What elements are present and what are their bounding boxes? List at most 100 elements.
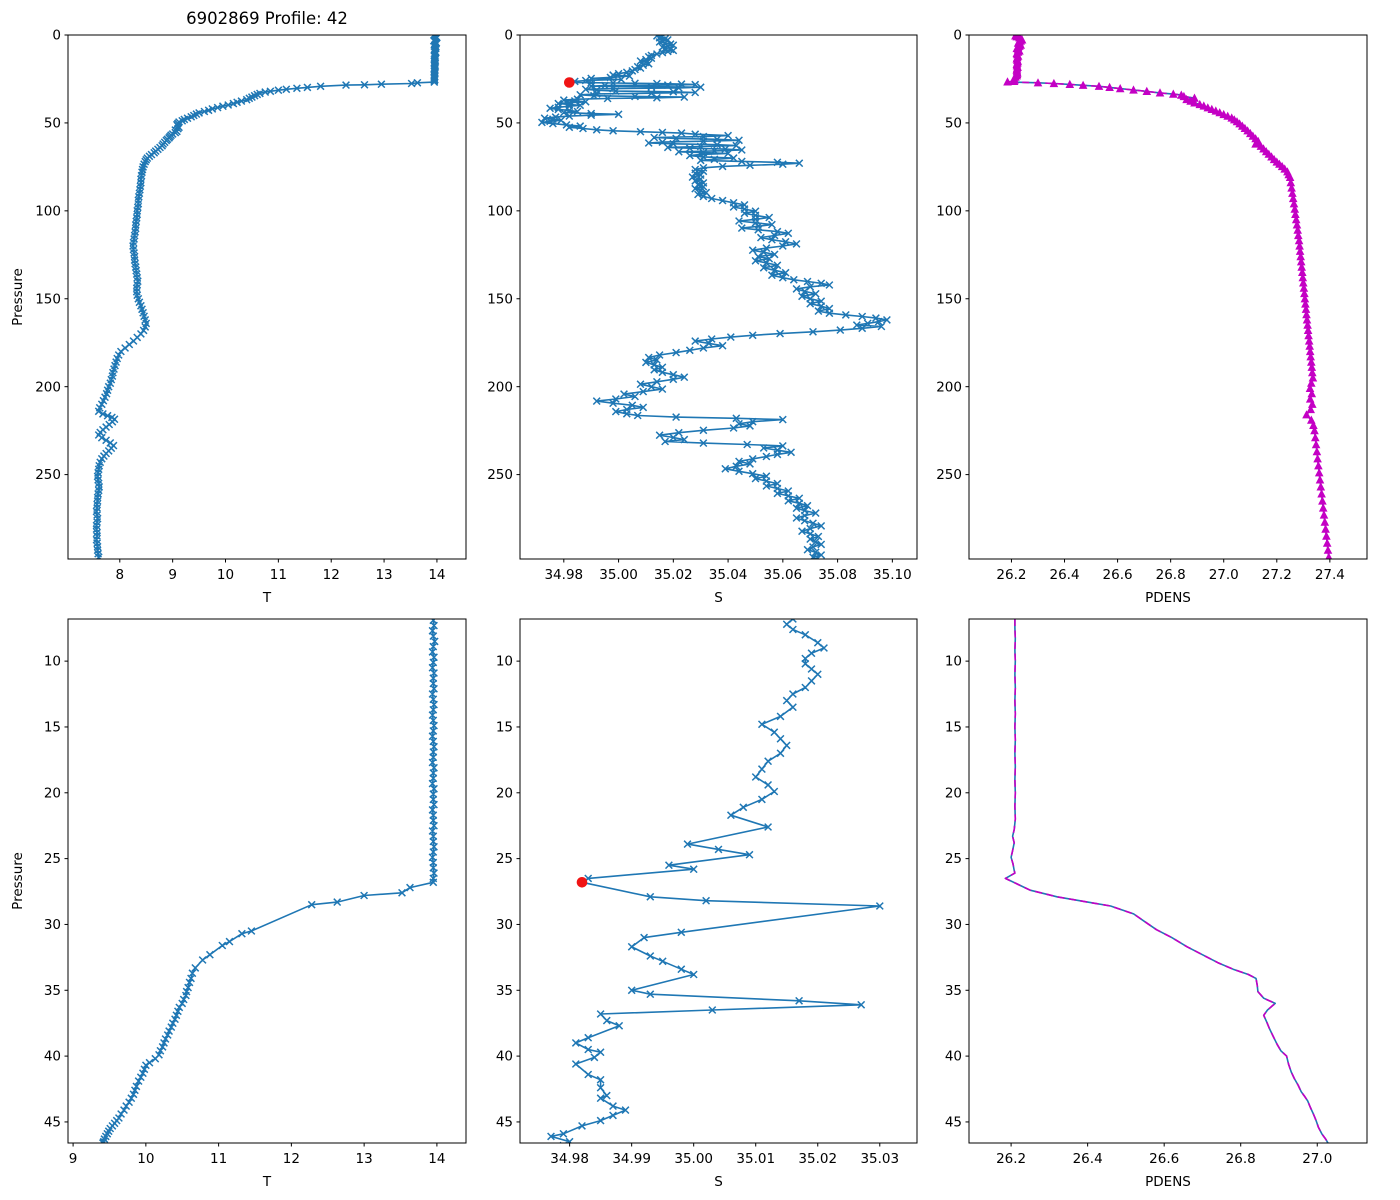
x-axis-t-full: 8 9 10 11 12 13 14 xyxy=(116,559,446,583)
x-axis-label-s-zoom: S xyxy=(714,1174,723,1190)
y-tick-label: 250 xyxy=(936,467,962,483)
y-tick-label: 15 xyxy=(496,720,513,736)
y-tick-label: 200 xyxy=(936,379,962,395)
x-tick-label: 26.8 xyxy=(1226,1151,1256,1167)
series-temperature-profile-zoom-markers xyxy=(98,619,439,1143)
plot-area-pdens-zoom xyxy=(1004,619,1329,1143)
x-tick-label: 35.10 xyxy=(873,567,912,583)
x-tick-label: 26.2 xyxy=(996,567,1026,583)
panel-s-full: 34.98 35.00 35.02 35.04 35.06 35.08 35.10 0 50 10… xyxy=(487,28,918,606)
x-tick-label: 10 xyxy=(137,1151,154,1167)
y-tick-label: 150 xyxy=(35,291,61,307)
x-tick-label: 35.06 xyxy=(764,567,803,583)
x-tick-label: 11 xyxy=(270,567,287,583)
series-pdens-profile-line xyxy=(1006,35,1330,558)
y-tick-label: 40 xyxy=(945,1049,962,1065)
axes-frame-s-full xyxy=(519,34,918,560)
plot-area-s-zoom xyxy=(547,619,884,1143)
x-axis-pdens-full: 26.2 26.4 26.6 26.8 27.0 27.2 27.4 xyxy=(996,559,1345,583)
x-tick-label: 35.00 xyxy=(674,1151,713,1167)
y-tick-label: 15 xyxy=(44,720,61,736)
x-tick-label: 26.6 xyxy=(1103,567,1133,583)
y-tick-label: 25 xyxy=(44,851,61,867)
y-tick-label: 100 xyxy=(487,203,513,219)
y-tick-label: 30 xyxy=(44,917,61,933)
x-tick-label: 35.04 xyxy=(709,567,748,583)
y-axis-label-t-zoom: Pressure xyxy=(10,852,26,910)
series-mld-marker-zoom-dot xyxy=(576,877,588,888)
y-tick-label: 25 xyxy=(945,851,962,867)
y-tick-label: 250 xyxy=(487,467,513,483)
x-axis-label-t-full: T xyxy=(262,590,272,606)
axes-frame-pdens-full xyxy=(968,34,1368,560)
x-tick-label: 27.4 xyxy=(1315,567,1345,583)
y-axis-t-full: 0 50 100 150 200 250 xyxy=(35,28,68,483)
x-axis-label-pdens-zoom: PDENS xyxy=(1145,1174,1191,1190)
axes-frame-pdens-zoom xyxy=(968,618,1368,1144)
y-tick-label: 45 xyxy=(496,1115,513,1131)
x-tick-label: 34.98 xyxy=(550,1151,589,1167)
x-tick-label: 14 xyxy=(428,1151,445,1167)
y-axis-s-zoom: 10 15 20 25 30 35 40 45 xyxy=(496,654,520,1131)
y-tick-label: 35 xyxy=(44,983,61,999)
x-axis-s-zoom: 34.98 34.99 35.00 35.01 35.02 35.03 xyxy=(550,1143,899,1167)
y-axis-pdens-full: 0 50 100 150 200 250 xyxy=(936,28,969,483)
series-pdens-profile-underline xyxy=(1006,35,1330,558)
y-tick-label: 35 xyxy=(496,983,513,999)
x-tick-label: 35.03 xyxy=(860,1151,899,1167)
y-tick-label: 50 xyxy=(496,116,513,132)
series-pdens-profile-zoom-line xyxy=(1004,619,1329,1143)
y-tick-label: 40 xyxy=(44,1049,61,1065)
series-temperature-profile-line xyxy=(95,35,438,558)
axes-frame-t-zoom xyxy=(67,618,467,1144)
x-tick-label: 13 xyxy=(375,567,392,583)
figure-title: 6902869 Profile: 42 xyxy=(186,9,348,28)
x-tick-label: 35.08 xyxy=(818,567,857,583)
x-tick-label: 26.4 xyxy=(1049,567,1079,583)
y-tick-label: 150 xyxy=(936,291,962,307)
x-axis-s-full: 34.98 35.00 35.02 35.04 35.06 35.08 35.10 xyxy=(544,559,912,583)
y-tick-label: 30 xyxy=(496,917,513,933)
x-tick-label: 35.01 xyxy=(736,1151,775,1167)
x-tick-label: 27.0 xyxy=(1209,567,1239,583)
x-tick-label: 26.2 xyxy=(996,1151,1026,1167)
x-tick-label: 10 xyxy=(217,567,234,583)
x-tick-label: 35.02 xyxy=(798,1151,837,1167)
axes-frame-s-zoom xyxy=(519,618,918,1144)
plot-area-pdens-full xyxy=(1003,35,1333,559)
y-tick-label: 30 xyxy=(945,917,962,933)
x-axis-label-pdens-full: PDENS xyxy=(1145,590,1191,606)
plot-area-t-full xyxy=(92,35,441,559)
y-axis-t-zoom: 10 15 20 25 30 35 40 45 xyxy=(44,654,68,1131)
series-pdens-profile-zoom-underline xyxy=(1004,619,1329,1143)
x-axis-t-zoom: 9 10 11 12 13 14 xyxy=(69,1143,445,1167)
x-tick-label: 13 xyxy=(356,1151,373,1167)
x-tick-label: 26.6 xyxy=(1149,1151,1179,1167)
panel-pdens-full: 26.2 26.4 26.6 26.8 27.0 27.2 27.4 0 50 100 150 200… xyxy=(936,28,1368,606)
x-tick-label: 9 xyxy=(168,567,177,583)
series-temperature-profile-zoom-line xyxy=(102,620,436,1143)
y-tick-label: 0 xyxy=(953,28,962,44)
panel-t-zoom: 9 10 11 12 13 14 10 15 20 25 30 35 40 45 T Pressure xyxy=(10,618,467,1190)
y-tick-label: 40 xyxy=(496,1049,513,1065)
x-tick-label: 34.98 xyxy=(544,567,583,583)
x-tick-label: 35.02 xyxy=(654,567,693,583)
x-tick-label: 8 xyxy=(116,567,125,583)
x-tick-label: 34.99 xyxy=(612,1151,651,1167)
series-salinity-profile-line xyxy=(541,35,888,559)
y-tick-label: 100 xyxy=(936,203,962,219)
x-tick-label: 12 xyxy=(283,1151,300,1167)
y-tick-label: 100 xyxy=(35,203,61,219)
y-tick-label: 50 xyxy=(44,116,61,132)
panel-s-zoom: 34.98 34.99 35.00 35.01 35.02 35.03 10 15 20 25 30… xyxy=(496,618,918,1190)
y-tick-label: 50 xyxy=(945,116,962,132)
x-axis-label-s-full: S xyxy=(714,590,723,606)
x-tick-label: 27.2 xyxy=(1262,567,1292,583)
x-tick-label: 35.00 xyxy=(599,567,638,583)
y-tick-label: 20 xyxy=(945,785,962,801)
series-mld-marker-dot xyxy=(564,77,575,88)
series-salinity-profile-markers xyxy=(537,35,891,559)
y-tick-label: 0 xyxy=(52,28,61,44)
